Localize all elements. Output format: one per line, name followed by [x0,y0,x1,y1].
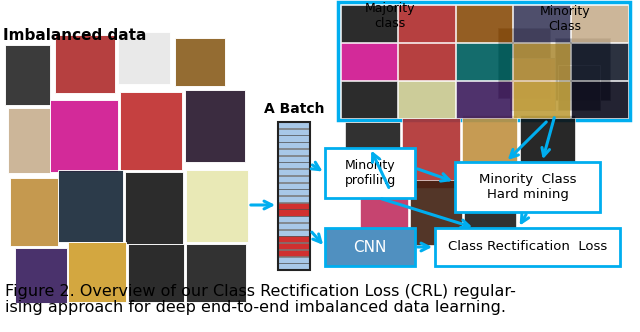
Bar [125,172,183,244]
Bar [278,209,310,215]
Bar [278,189,310,196]
Bar [455,162,600,212]
Bar [513,5,570,42]
Bar [278,169,310,175]
Bar [520,115,575,183]
Bar [338,2,630,120]
Bar [571,80,627,118]
Text: CNN: CNN [353,239,387,255]
Bar [558,65,600,110]
Bar [360,185,408,245]
Bar [5,45,50,105]
Text: Minority
profiling: Minority profiling [344,159,396,187]
Text: Majority
class: Majority class [365,2,415,30]
Bar [402,118,460,188]
Bar [278,263,310,269]
Bar [278,196,310,202]
Bar [498,28,550,98]
Bar [120,92,182,170]
Bar [278,230,310,236]
Bar [325,228,415,266]
Bar [571,5,627,42]
Bar [278,156,310,162]
Bar [513,42,570,79]
Bar [345,122,400,187]
Bar [398,80,454,118]
Bar [513,80,570,118]
Bar [15,248,67,303]
Bar [278,257,310,263]
Text: A Batch: A Batch [264,102,324,116]
Bar [456,80,512,118]
Bar [175,38,225,86]
Bar [128,244,184,302]
Bar [58,170,123,242]
Bar [555,38,610,100]
Bar [464,175,516,243]
Bar [435,228,620,266]
Bar [278,223,310,229]
Bar [278,250,310,256]
Bar [462,115,517,183]
Bar [278,129,310,135]
Bar [278,142,310,148]
Bar [278,236,310,242]
Bar [398,5,454,42]
Text: Minority  Class
Hard mining: Minority Class Hard mining [479,173,576,201]
Bar [571,42,627,79]
Bar [185,90,245,162]
Bar [278,122,310,128]
Bar [278,243,310,249]
Bar [186,244,246,302]
Bar [278,183,310,189]
Bar [278,162,310,169]
Bar [118,32,170,84]
Bar [55,35,115,93]
Bar [8,108,50,173]
Bar [186,170,248,242]
Bar [278,203,310,209]
Bar [68,242,126,302]
Bar [340,42,397,79]
Bar [340,5,397,42]
Text: Minority
Class: Minority Class [540,5,590,33]
Bar [398,42,454,79]
Bar [278,149,310,155]
Bar [278,176,310,182]
Text: ising approach for deep end-to-end imbalanced data learning.: ising approach for deep end-to-end imbal… [5,300,506,315]
Bar [50,100,118,172]
Text: Imbalanced data: Imbalanced data [3,28,147,43]
Bar [410,180,462,245]
Bar [325,148,415,198]
Bar [278,135,310,141]
Bar [340,80,397,118]
Bar [510,58,555,110]
Text: Class Rectification  Loss: Class Rectification Loss [448,240,607,254]
Bar [10,178,58,246]
Bar [278,216,310,222]
Bar [278,122,310,270]
Bar [456,5,512,42]
Bar [456,42,512,79]
Text: Figure 2. Overview of our Class Rectification Loss (CRL) regular-: Figure 2. Overview of our Class Rectific… [5,284,516,299]
